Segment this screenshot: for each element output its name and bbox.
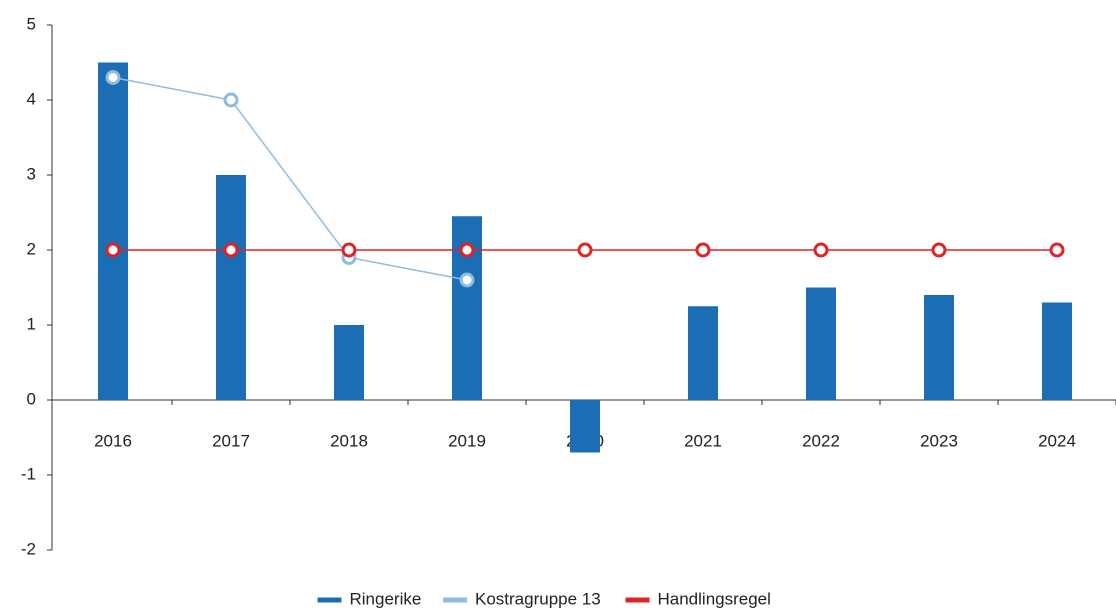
y-tick-label: -2 bbox=[21, 539, 36, 558]
y-tick-label: 5 bbox=[27, 14, 36, 33]
y-tick-label: -1 bbox=[21, 464, 36, 483]
marker bbox=[223, 92, 239, 108]
bar bbox=[334, 325, 364, 400]
x-tick-label: 2018 bbox=[330, 431, 368, 450]
line bbox=[112, 76, 468, 281]
marker bbox=[459, 272, 475, 288]
bar bbox=[688, 306, 718, 400]
y-tick-label: 4 bbox=[27, 89, 36, 108]
y-tick-label: 3 bbox=[27, 164, 36, 183]
x-tick-label: 2024 bbox=[1038, 431, 1076, 450]
marker bbox=[105, 242, 121, 258]
y-tick-label: 1 bbox=[27, 314, 36, 333]
bar bbox=[570, 400, 600, 453]
x-tick-label: 2019 bbox=[448, 431, 486, 450]
bar bbox=[216, 175, 246, 400]
marker bbox=[223, 242, 239, 258]
legend-label: Handlingsregel bbox=[658, 589, 771, 608]
bar bbox=[1042, 302, 1072, 400]
legend-label: Kostragruppe 13 bbox=[475, 589, 601, 608]
marker bbox=[459, 242, 475, 258]
x-tick-label: 2021 bbox=[684, 431, 722, 450]
marker bbox=[813, 242, 829, 258]
x-tick-label: 2017 bbox=[212, 431, 250, 450]
x-tick-label: 2023 bbox=[920, 431, 958, 450]
marker bbox=[695, 242, 711, 258]
marker bbox=[577, 242, 593, 258]
bar bbox=[806, 287, 836, 400]
y-tick-label: 0 bbox=[27, 389, 36, 408]
bar bbox=[98, 62, 128, 400]
legend-label: Ringerike bbox=[350, 589, 422, 608]
marker bbox=[1049, 242, 1065, 258]
marker bbox=[931, 242, 947, 258]
x-tick-label: 2022 bbox=[802, 431, 840, 450]
bar bbox=[924, 295, 954, 400]
marker bbox=[341, 242, 357, 258]
marker bbox=[105, 70, 121, 85]
x-tick-label: 2016 bbox=[94, 431, 132, 450]
y-tick-label: 2 bbox=[27, 239, 36, 258]
